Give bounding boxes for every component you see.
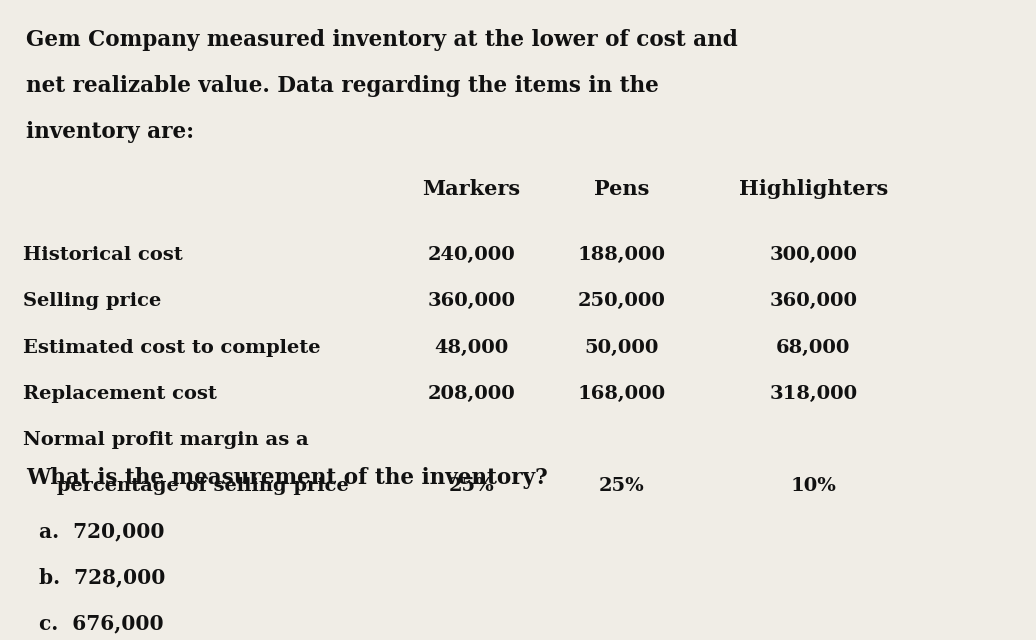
Text: b.  728,000: b. 728,000 xyxy=(39,568,166,588)
Text: c.  676,000: c. 676,000 xyxy=(39,614,164,634)
Text: Markers: Markers xyxy=(423,179,520,199)
Text: Replacement cost: Replacement cost xyxy=(23,385,217,403)
Text: net realizable value. Data regarding the items in the: net realizable value. Data regarding the… xyxy=(26,75,659,97)
Text: 208,000: 208,000 xyxy=(428,385,515,403)
Text: Historical cost: Historical cost xyxy=(23,246,182,264)
Text: 360,000: 360,000 xyxy=(770,292,857,310)
Text: 240,000: 240,000 xyxy=(428,246,515,264)
Text: 168,000: 168,000 xyxy=(577,385,666,403)
Text: 188,000: 188,000 xyxy=(578,246,665,264)
Text: 50,000: 50,000 xyxy=(584,339,659,356)
Text: 318,000: 318,000 xyxy=(769,385,858,403)
Text: Normal profit margin as a: Normal profit margin as a xyxy=(23,431,309,449)
Text: 10%: 10% xyxy=(790,477,836,495)
Text: 48,000: 48,000 xyxy=(434,339,509,356)
Text: Highlighters: Highlighters xyxy=(739,179,888,199)
Text: Pens: Pens xyxy=(594,179,650,199)
Text: 25%: 25% xyxy=(449,477,494,495)
Text: a.  720,000: a. 720,000 xyxy=(39,522,165,541)
Text: Selling price: Selling price xyxy=(23,292,161,310)
Text: inventory are:: inventory are: xyxy=(26,121,194,143)
Text: What is the measurement of the inventory?: What is the measurement of the inventory… xyxy=(26,467,548,489)
Text: 250,000: 250,000 xyxy=(578,292,665,310)
Text: 25%: 25% xyxy=(599,477,644,495)
Text: 68,000: 68,000 xyxy=(776,339,851,356)
Text: Gem Company measured inventory at the lower of cost and: Gem Company measured inventory at the lo… xyxy=(26,29,738,51)
Text: percentage of selling price: percentage of selling price xyxy=(23,477,348,495)
Text: Estimated cost to complete: Estimated cost to complete xyxy=(23,339,320,356)
Text: 300,000: 300,000 xyxy=(770,246,857,264)
Text: 360,000: 360,000 xyxy=(428,292,515,310)
